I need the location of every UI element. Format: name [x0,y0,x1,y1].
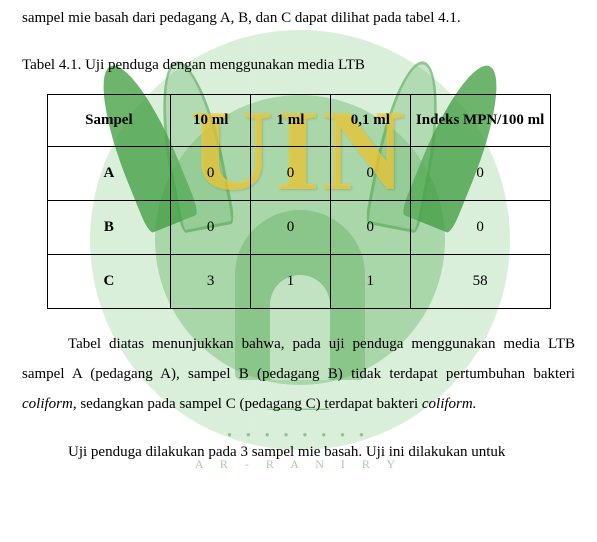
cell-mpn: 58 [410,254,550,308]
col-header-01ml: 0,1 ml [330,94,410,146]
col-header-sampel: Sampel [47,94,171,146]
cell-mpn: 0 [410,146,550,200]
trailing-paragraph: Uji penduga dilakukan pada 3 sampel mie … [22,437,575,467]
cell-10ml: 0 [171,146,251,200]
italic-term: coliform. [422,396,477,412]
lead-paragraph: sampel mie basah dari pedagang A, B, dan… [22,3,575,33]
cell-01ml: 0 [330,200,410,254]
col-header-mpn: Indeks MPN/100 ml [410,94,550,146]
discussion-paragraph: Tabel diatas menunjukkan bahwa, pada uji… [22,329,575,419]
cell-sample: B [47,200,171,254]
text-run: Tabel diatas menunjukkan bahwa, pada uji… [22,336,575,382]
col-header-10ml: 10 ml [171,94,251,146]
table-row: C 3 1 1 58 [47,254,550,308]
cell-10ml: 3 [171,254,251,308]
cell-1ml: 1 [251,254,331,308]
text-run: , sedangkan pada sampel C (pedagang C) t… [73,396,422,412]
mpn-table: Sampel 10 ml 1 ml 0,1 ml Indeks MPN/100 … [47,94,551,309]
cell-sample: C [47,254,171,308]
table-row: A 0 0 0 0 [47,146,550,200]
table-caption: Tabel 4.1. Uji penduga dengan menggunaka… [22,51,575,80]
table-row: B 0 0 0 0 [47,200,550,254]
cell-01ml: 1 [330,254,410,308]
cell-sample: A [47,146,171,200]
cell-mpn: 0 [410,200,550,254]
cell-10ml: 0 [171,200,251,254]
col-header-1ml: 1 ml [251,94,331,146]
table-header-row: Sampel 10 ml 1 ml 0,1 ml Indeks MPN/100 … [47,94,550,146]
italic-term: coliform [22,396,73,412]
cell-01ml: 0 [330,146,410,200]
page-content: sampel mie basah dari pedagang A, B, dan… [0,0,597,467]
cell-1ml: 0 [251,200,331,254]
cell-1ml: 0 [251,146,331,200]
